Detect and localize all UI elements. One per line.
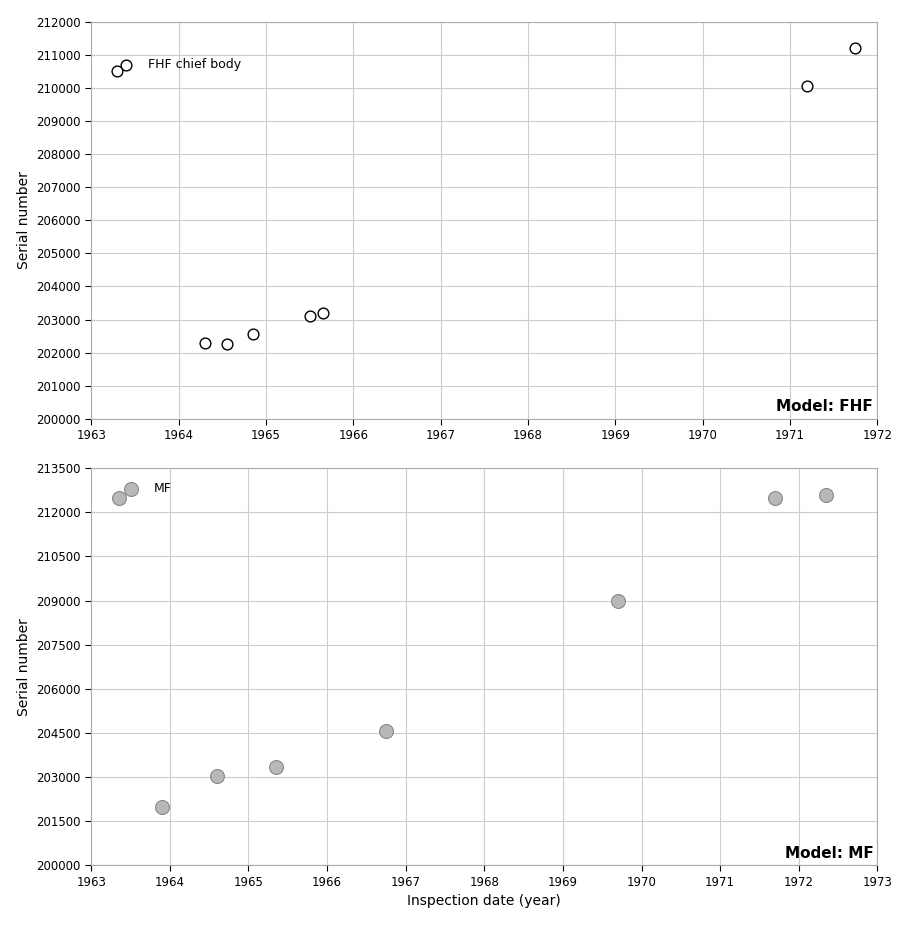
Point — [110, 64, 125, 79]
Point — [245, 327, 260, 342]
Y-axis label: Serial number: Serial number — [16, 618, 31, 716]
Point — [819, 487, 834, 502]
Point — [800, 79, 814, 93]
Point — [315, 305, 330, 320]
Y-axis label: Serial number: Serial number — [16, 171, 31, 269]
Point — [768, 490, 783, 505]
Point — [197, 336, 212, 351]
Point — [155, 799, 169, 814]
Point — [611, 593, 625, 608]
Point — [210, 769, 225, 783]
Point — [379, 724, 394, 739]
Point — [848, 41, 863, 56]
Point — [269, 759, 284, 774]
Point — [112, 490, 126, 505]
Point — [119, 57, 134, 72]
Text: MF: MF — [155, 482, 172, 495]
X-axis label: Inspection date (year): Inspection date (year) — [407, 894, 561, 908]
Point — [124, 481, 138, 496]
Text: Model: MF: Model: MF — [784, 846, 874, 861]
Point — [219, 337, 234, 352]
Point — [303, 309, 317, 324]
Text: FHF chief body: FHF chief body — [148, 58, 241, 71]
Text: Model: FHF: Model: FHF — [776, 399, 873, 413]
